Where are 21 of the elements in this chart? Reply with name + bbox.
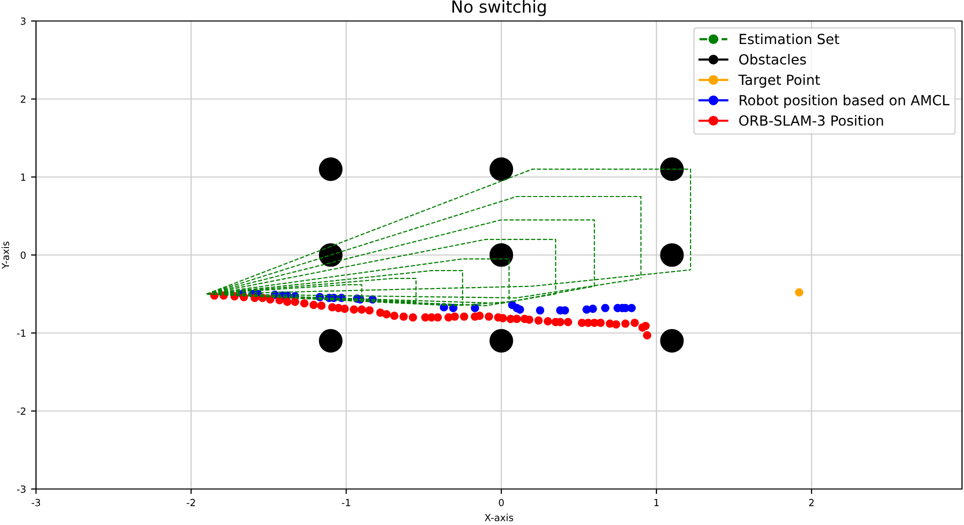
y-tick-label: 1 bbox=[21, 174, 26, 181]
legend-label: ORB-SLAM-3 Position bbox=[739, 115, 884, 126]
x-tick-label: -1 bbox=[342, 499, 350, 506]
x-tick-label: 1 bbox=[654, 499, 659, 506]
legend-label: Target Point bbox=[738, 74, 820, 88]
y-axis-title: Y-axis bbox=[2, 242, 10, 269]
x-axis-title: X-axis bbox=[484, 514, 514, 522]
legend-label: Obstacles bbox=[739, 54, 806, 65]
chart-title: No switchig bbox=[452, 0, 546, 16]
y-tick-label: -3 bbox=[17, 485, 26, 493]
y-tick-label: 2 bbox=[20, 95, 26, 103]
y-tick-label: -2 bbox=[17, 407, 26, 415]
x-tick-label: -3 bbox=[32, 498, 40, 506]
y-tick-label: 0 bbox=[20, 251, 26, 259]
x-tick-label: 2 bbox=[809, 498, 814, 506]
x-tick-label: 0 bbox=[498, 498, 504, 506]
y-tick-label: 3 bbox=[20, 17, 26, 25]
legend-label: Robot position based on AMCL bbox=[740, 94, 950, 108]
y-tick-label: -1 bbox=[17, 330, 26, 337]
x-tick-label: -2 bbox=[186, 498, 195, 506]
legend-label: Estimation Set bbox=[740, 34, 840, 44]
